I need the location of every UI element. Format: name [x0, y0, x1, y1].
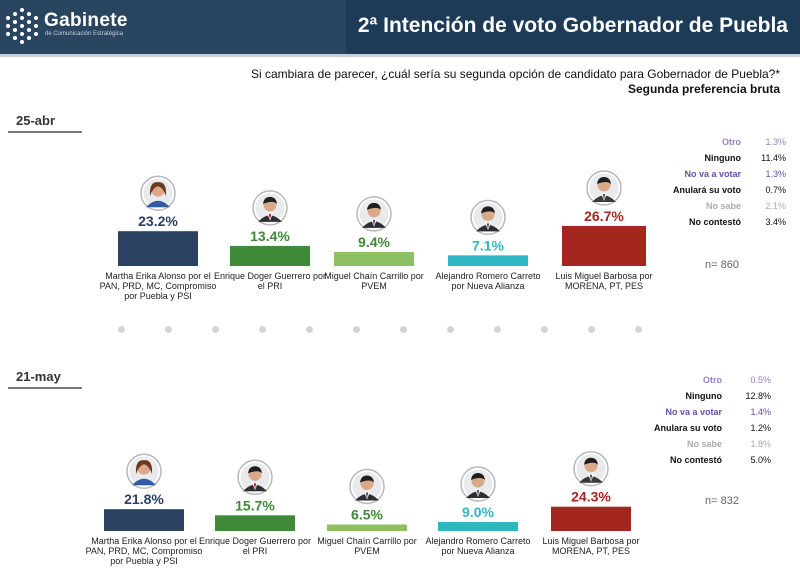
candidate-name-barbosa-1: Luis Miguel Barbosa por MORENA, PT, PES [555, 271, 653, 291]
sample-size-2: n= 832 [705, 495, 739, 507]
survey-question: Si cambiara de parecer, ¿cuál sería su s… [250, 67, 780, 81]
other-answer-value: 0.7% [765, 185, 786, 195]
period-rule-2 [8, 387, 82, 389]
other-answer-label: Anulará su voto [672, 185, 741, 195]
separator-dot [259, 326, 266, 333]
separator-dot [494, 326, 501, 333]
value-label-alonso-1: 23.2% [138, 213, 178, 229]
other-answer-value: 1.2% [750, 423, 771, 433]
value-label-alonso-2: 21.8% [124, 491, 164, 507]
page-title: 2ª Intención de voto Gobernador de Puebl… [357, 14, 788, 37]
separator-dot [306, 326, 313, 333]
other-answer-value: 11.4% [761, 153, 786, 163]
candidate-chain-1-avatar-icon [356, 196, 392, 232]
other-answer-label: Ninguno [685, 391, 723, 401]
other-answer-value: 0.5% [750, 375, 771, 385]
other-answer-label: No sabe [705, 201, 741, 211]
period-label-1: 25-abr [16, 113, 56, 128]
header-left-panel [0, 0, 346, 54]
other-answer-value: 3.4% [765, 217, 786, 227]
separator-dot [118, 326, 125, 333]
separator-dot [400, 326, 407, 333]
candidate-name-doger-1: Enrique Doger Guerrero por el PRI [213, 271, 327, 291]
section-separator-dots [118, 326, 648, 334]
other-answer-value: 1.3% [765, 169, 786, 179]
header-title-panel [346, 0, 800, 54]
candidate-alonso-1-avatar-icon [140, 175, 176, 211]
bar-alonso-2 [104, 509, 184, 531]
value-label-romero-2: 9.0% [462, 504, 494, 520]
chart-subtitle: Segunda preferencia bruta [627, 82, 780, 96]
bar-chain-1 [334, 251, 414, 266]
value-label-doger-2: 15.7% [235, 497, 275, 513]
candidate-name-barbosa-2: Luis Miguel Barbosa por MORENA, PT, PES [542, 536, 640, 556]
other-answer-label: No va a votar [665, 407, 722, 417]
candidate-romero-1-avatar-icon [470, 199, 506, 236]
bar-alonso-1 [118, 231, 198, 266]
candidate-doger-2-avatar-icon [237, 459, 273, 496]
other-answer-label: Anulara su voto [653, 423, 722, 433]
value-label-barbosa-1: 26.7% [584, 208, 624, 224]
candidate-chain-2-avatar-icon [349, 468, 385, 505]
separator-dot [212, 326, 219, 333]
candidate-barbosa-1-avatar-icon [586, 170, 622, 206]
bar-doger-2 [215, 515, 295, 531]
other-answer-label: No sabe [686, 439, 722, 449]
value-label-romero-1: 7.1% [472, 237, 504, 253]
other-answer-label: Ninguno [704, 153, 742, 163]
bar-romero-1 [448, 255, 528, 266]
candidate-name-alonso-2: Martha Erika Alonso por el PAN, PRD, MC,… [85, 536, 203, 566]
other-answer-value: 1.3% [765, 137, 786, 147]
value-label-barbosa-2: 24.3% [571, 489, 611, 505]
candidate-name-romero-2: Alejandro Romero Carreto por Nueva Alian… [425, 536, 531, 556]
separator-dot [635, 326, 642, 333]
other-answer-value: 5.0% [750, 455, 771, 465]
other-answer-label: Otro [722, 137, 741, 147]
other-answer-label: No contestó [688, 217, 741, 227]
candidate-name-chain-2: Miguel Chaín Carrillo por PVEM [317, 536, 417, 556]
separator-dot [353, 326, 360, 333]
bar-doger-1 [230, 245, 310, 266]
separator-dot [447, 326, 454, 333]
candidate-doger-1-avatar-icon [252, 190, 288, 226]
separator-dot [165, 326, 172, 333]
other-answer-value: 1.8% [750, 439, 771, 449]
gabinete-logo-icon [6, 8, 38, 44]
separator-dot [588, 326, 595, 333]
candidate-name-doger-2: Enrique Doger Guerrero por el PRI [198, 536, 312, 556]
period-rule-1 [8, 131, 82, 133]
other-answer-label: No va a votar [684, 169, 741, 179]
brand-name: Gabinete [44, 10, 128, 31]
other-answer-label: Otro [703, 375, 722, 385]
period-label-2: 21-may [16, 369, 61, 384]
bar-chain-2 [327, 524, 407, 531]
bar-romero-2 [438, 522, 518, 531]
value-label-chain-2: 6.5% [351, 507, 383, 523]
other-answer-value: 2.1% [765, 201, 786, 211]
header-divider [0, 54, 800, 57]
bar-barbosa-1 [562, 225, 646, 266]
candidate-alonso-2-avatar-icon [126, 453, 162, 489]
sample-size-1: n= 860 [705, 259, 739, 271]
brand-subtitle: de Comunicación Estratégica [45, 31, 124, 37]
candidate-name-chain-1: Miguel Chaín Carrillo por PVEM [324, 271, 424, 291]
bar-barbosa-2 [551, 506, 631, 531]
separator-dot [541, 326, 548, 333]
other-answer-label: No contestó [669, 455, 722, 465]
candidate-name-romero-1: Alejandro Romero Carreto por Nueva Alian… [435, 271, 541, 291]
value-label-chain-1: 9.4% [358, 234, 390, 250]
value-label-doger-1: 13.4% [250, 228, 290, 244]
other-answer-value: 1.4% [750, 407, 771, 417]
other-answer-value: 12.8% [745, 391, 771, 401]
candidate-name-alonso-1: Martha Erika Alonso por el PAN, PRD, MC,… [99, 271, 217, 301]
candidate-romero-2-avatar-icon [460, 466, 496, 502]
